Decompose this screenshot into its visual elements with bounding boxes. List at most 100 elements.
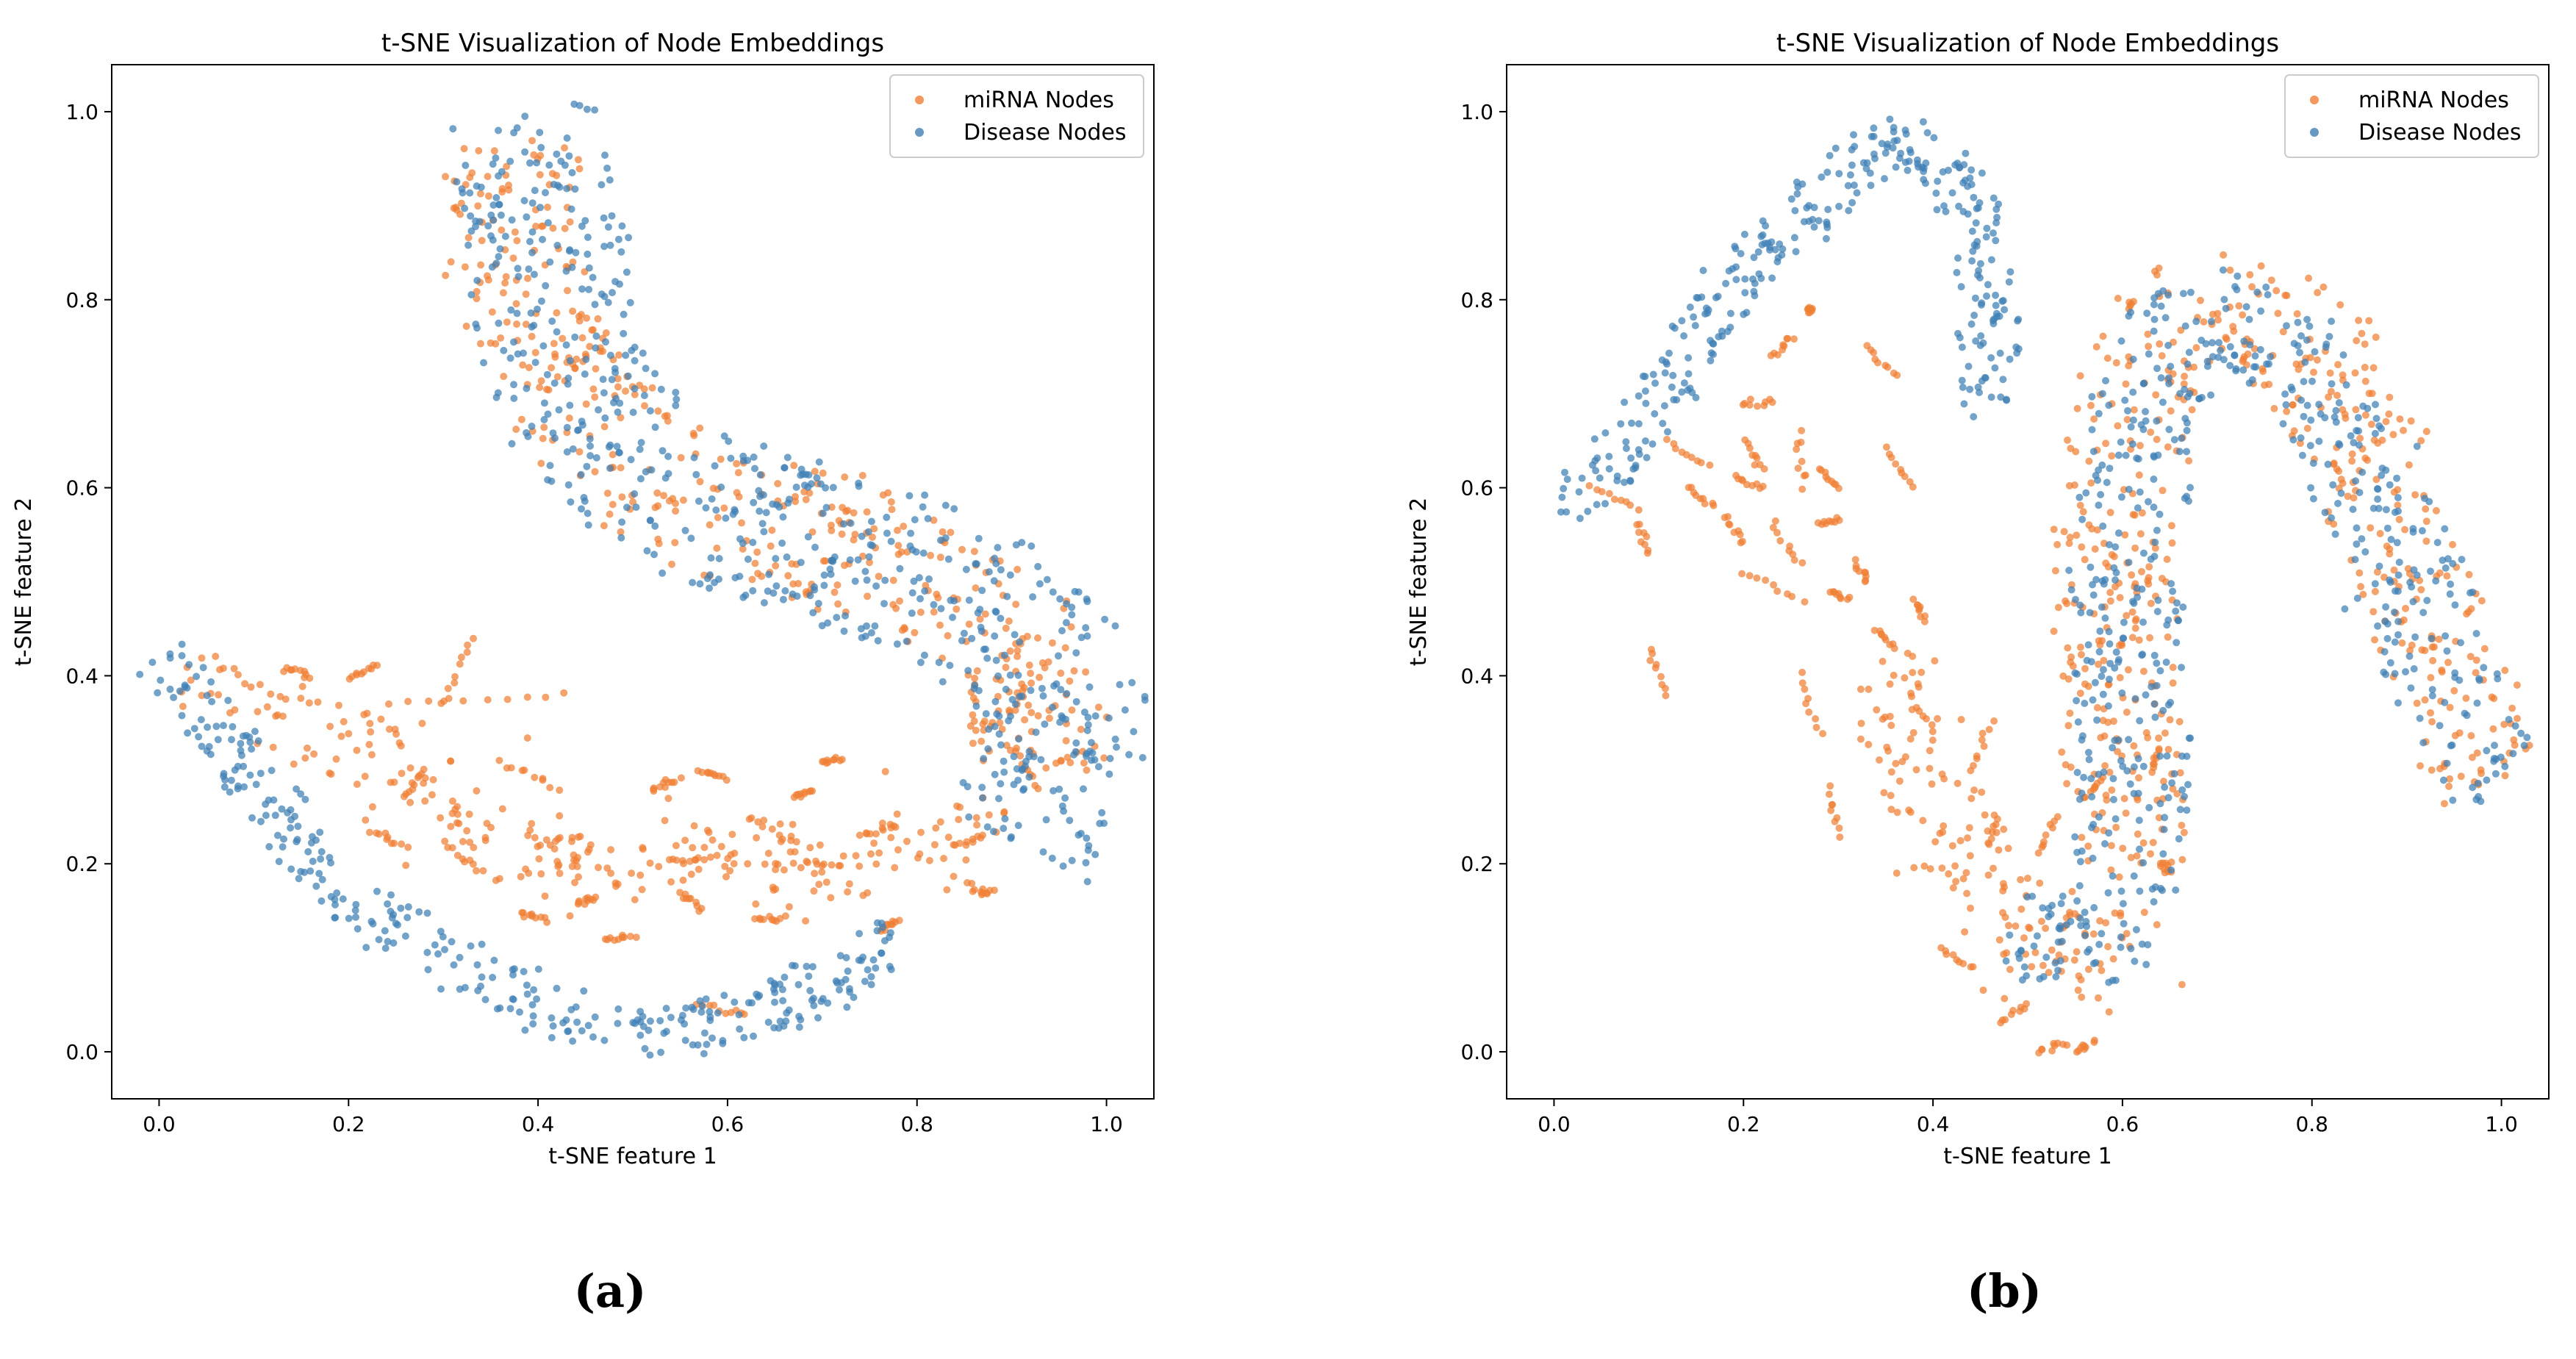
point bbox=[2371, 636, 2378, 644]
point bbox=[828, 526, 836, 534]
point bbox=[2066, 709, 2074, 717]
point bbox=[828, 861, 836, 869]
point bbox=[714, 1009, 722, 1017]
point bbox=[1851, 556, 1859, 564]
point bbox=[2164, 794, 2173, 802]
point bbox=[971, 674, 979, 682]
point bbox=[1044, 658, 1052, 666]
point bbox=[822, 878, 830, 886]
point bbox=[1823, 168, 1831, 176]
point bbox=[1958, 343, 1966, 351]
point bbox=[473, 287, 481, 295]
point bbox=[536, 171, 544, 179]
point bbox=[687, 870, 695, 878]
point bbox=[517, 872, 525, 881]
point bbox=[1880, 789, 1888, 797]
point bbox=[941, 534, 950, 542]
point bbox=[2116, 674, 2124, 681]
point bbox=[894, 526, 901, 534]
point bbox=[1613, 477, 1621, 484]
point bbox=[2068, 888, 2076, 895]
point bbox=[2098, 390, 2106, 398]
point bbox=[1949, 884, 1957, 892]
point bbox=[2337, 490, 2345, 498]
point bbox=[965, 620, 973, 628]
point bbox=[1641, 387, 1649, 395]
point bbox=[1976, 342, 1984, 349]
point bbox=[2065, 567, 2073, 574]
point bbox=[2395, 515, 2403, 523]
point bbox=[2386, 481, 2394, 489]
point bbox=[598, 181, 606, 189]
point bbox=[2092, 575, 2100, 584]
point bbox=[628, 869, 636, 878]
point bbox=[2114, 736, 2123, 744]
point bbox=[1002, 685, 1010, 693]
point bbox=[808, 787, 817, 795]
point bbox=[2511, 722, 2519, 730]
point bbox=[2153, 271, 2161, 279]
point bbox=[1992, 237, 2000, 245]
point bbox=[2076, 858, 2084, 866]
point bbox=[660, 1029, 668, 1037]
point bbox=[331, 914, 340, 922]
point bbox=[2065, 539, 2073, 548]
point bbox=[662, 1005, 670, 1012]
point bbox=[531, 187, 539, 195]
point bbox=[224, 697, 232, 704]
point bbox=[1987, 354, 1995, 362]
point bbox=[2089, 581, 2096, 589]
point bbox=[991, 770, 999, 778]
point bbox=[712, 506, 720, 514]
point bbox=[994, 672, 1002, 680]
point bbox=[2409, 525, 2417, 533]
point bbox=[1007, 834, 1015, 842]
point bbox=[2400, 616, 2408, 624]
point bbox=[2090, 415, 2098, 423]
point bbox=[2257, 307, 2265, 315]
point bbox=[781, 464, 789, 472]
point bbox=[634, 1016, 642, 1024]
point bbox=[772, 555, 780, 562]
point bbox=[373, 661, 381, 670]
point bbox=[1068, 706, 1076, 714]
point bbox=[1027, 709, 1036, 717]
point bbox=[2513, 681, 2521, 689]
point bbox=[1770, 581, 1778, 589]
point bbox=[2067, 763, 2075, 771]
point bbox=[2082, 489, 2090, 497]
point bbox=[900, 523, 908, 531]
point bbox=[575, 448, 584, 456]
point bbox=[2488, 693, 2496, 701]
point bbox=[883, 513, 891, 521]
point bbox=[2441, 698, 2449, 706]
point bbox=[760, 599, 768, 607]
point bbox=[861, 567, 869, 575]
point bbox=[406, 764, 415, 772]
point bbox=[2000, 825, 2008, 833]
point bbox=[2097, 491, 2105, 498]
point bbox=[797, 559, 805, 567]
point bbox=[2394, 486, 2402, 494]
point bbox=[1622, 438, 1630, 446]
point bbox=[2154, 596, 2162, 604]
point bbox=[1685, 354, 1693, 362]
point bbox=[2395, 559, 2403, 566]
point bbox=[553, 373, 562, 381]
point bbox=[2287, 383, 2295, 391]
point bbox=[2356, 569, 2364, 577]
point bbox=[2380, 668, 2388, 676]
point bbox=[739, 457, 747, 465]
point bbox=[667, 1014, 675, 1022]
point bbox=[1963, 889, 1971, 897]
point bbox=[353, 746, 361, 754]
point bbox=[2123, 415, 2131, 423]
point bbox=[2096, 917, 2104, 925]
point bbox=[2369, 504, 2378, 512]
point bbox=[2327, 387, 2335, 395]
point bbox=[1959, 384, 1967, 391]
point bbox=[771, 989, 779, 997]
point bbox=[608, 212, 616, 220]
point bbox=[1091, 756, 1099, 764]
point bbox=[2176, 806, 2184, 814]
